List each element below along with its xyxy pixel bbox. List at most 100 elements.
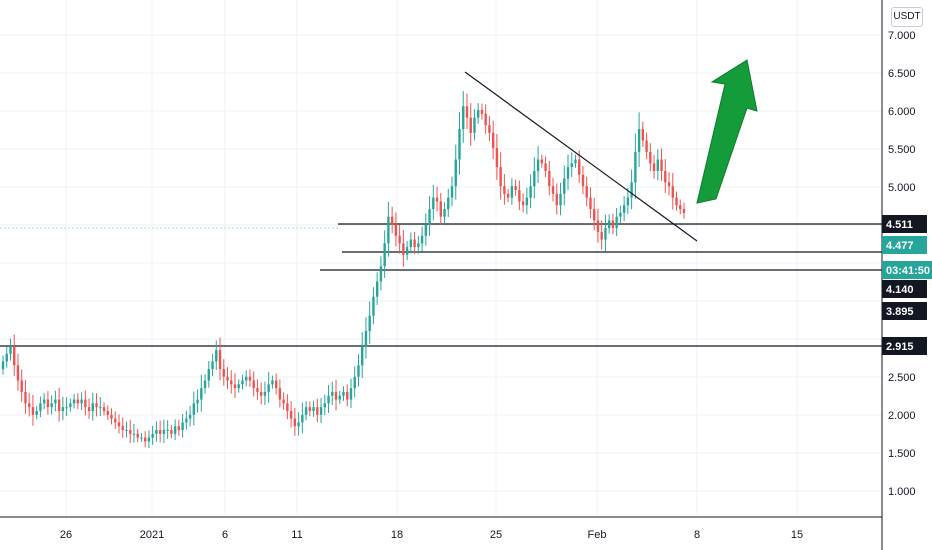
candle-body bbox=[95, 403, 98, 408]
candle-body bbox=[503, 186, 506, 194]
candle-body bbox=[491, 132, 495, 149]
candle-body bbox=[54, 399, 57, 404]
candle-body bbox=[20, 380, 23, 392]
candle-body bbox=[80, 399, 83, 404]
candle-body bbox=[510, 186, 514, 198]
candle-body bbox=[230, 380, 233, 385]
candle-body bbox=[592, 209, 596, 221]
candle-body bbox=[143, 437, 147, 442]
candle-body bbox=[259, 391, 263, 396]
candle-body bbox=[506, 193, 510, 198]
candle-body bbox=[544, 163, 547, 171]
level-lines bbox=[0, 223, 882, 347]
candle-body bbox=[147, 437, 151, 442]
candle-body bbox=[417, 243, 420, 248]
candle-body bbox=[132, 433, 136, 435]
candle-body bbox=[274, 380, 278, 389]
candle-body bbox=[372, 296, 375, 316]
candle-body bbox=[136, 433, 139, 438]
candle-body bbox=[656, 159, 660, 171]
candle-body bbox=[480, 110, 484, 114]
candle-body bbox=[664, 170, 667, 183]
candle-body bbox=[521, 201, 525, 206]
candle-body bbox=[383, 243, 386, 267]
candle-body bbox=[346, 391, 349, 400]
candle-body bbox=[607, 220, 611, 229]
candle-body bbox=[323, 403, 326, 408]
candle-body bbox=[555, 193, 558, 206]
candle-body bbox=[286, 403, 289, 411]
badge-4477-bg bbox=[882, 236, 927, 254]
candle-body bbox=[342, 391, 345, 396]
candle-body bbox=[361, 346, 364, 366]
candle-body bbox=[76, 399, 80, 404]
candle-body bbox=[233, 384, 237, 389]
candle-body bbox=[87, 407, 91, 411]
badge-4477: 4.477 bbox=[886, 240, 914, 252]
candle-body bbox=[331, 391, 334, 396]
x-tick-label: 26 bbox=[60, 529, 72, 541]
candle-body bbox=[61, 407, 65, 411]
candle-body bbox=[604, 228, 607, 240]
badge-4511-bg bbox=[882, 215, 927, 233]
candle-body bbox=[181, 422, 184, 431]
candle-body bbox=[611, 220, 615, 229]
candle-body bbox=[514, 186, 517, 191]
badge-2915: 2.915 bbox=[886, 341, 914, 353]
badge-3895: 3.895 bbox=[886, 306, 914, 318]
candle-body bbox=[499, 167, 502, 187]
candle-body bbox=[282, 399, 285, 404]
badge-4140: 4.140 bbox=[886, 284, 914, 296]
badge-3895-bg bbox=[882, 302, 927, 320]
candle-body bbox=[170, 430, 173, 434]
candle-body bbox=[570, 163, 573, 168]
x-axis-labels: 26 2021 6 11 18 25 Feb 8 15 bbox=[60, 529, 803, 541]
candle-body bbox=[379, 266, 383, 282]
badge-4511: 4.511 bbox=[886, 219, 913, 231]
candle-body bbox=[402, 243, 405, 255]
candle-body bbox=[162, 430, 166, 434]
candle-body bbox=[211, 361, 214, 370]
candle-body bbox=[188, 414, 192, 419]
candle-body bbox=[248, 376, 252, 381]
currency-label[interactable]: USDT bbox=[891, 7, 923, 27]
badge-countdown: 03:41:50 bbox=[886, 265, 930, 277]
candle-body bbox=[121, 426, 124, 431]
candle-body bbox=[660, 159, 663, 171]
candle-body bbox=[9, 346, 12, 354]
candle-body bbox=[50, 403, 53, 408]
x-tick-label: 2021 bbox=[140, 529, 164, 541]
candle-body bbox=[155, 430, 158, 434]
trendline bbox=[464, 71, 698, 242]
y-tick-label: 6.500 bbox=[888, 68, 916, 80]
candle-body bbox=[241, 380, 244, 385]
candle-body bbox=[439, 201, 442, 217]
candle-body bbox=[615, 216, 618, 229]
candle-body bbox=[619, 212, 622, 217]
candle-body bbox=[46, 399, 50, 408]
candle-body bbox=[428, 209, 431, 225]
candle-body bbox=[559, 193, 562, 206]
candle-body bbox=[13, 346, 16, 366]
candle-body bbox=[31, 407, 35, 415]
candle-body bbox=[409, 239, 413, 248]
candle-body bbox=[375, 281, 379, 297]
candle-body bbox=[114, 418, 117, 423]
candle-body bbox=[203, 380, 207, 389]
candle-body bbox=[469, 117, 472, 133]
candle-body bbox=[585, 186, 588, 198]
y-axis-labels: 7.000 6.500 6.000 5.500 5.000 2.500 2.000 1.500… bbox=[882, 30, 932, 498]
candle-body bbox=[301, 414, 304, 423]
y-tick-label: 7.000 bbox=[888, 30, 916, 42]
candle-body bbox=[319, 407, 323, 415]
candle-body bbox=[293, 418, 297, 427]
candle-body bbox=[129, 430, 132, 434]
candle-body bbox=[338, 395, 341, 400]
candle-body bbox=[215, 350, 218, 362]
candle-body bbox=[432, 197, 435, 210]
candle-body bbox=[158, 430, 162, 434]
candle-body bbox=[263, 391, 267, 396]
arrow-icon bbox=[696, 59, 758, 204]
candle-body bbox=[600, 231, 603, 240]
